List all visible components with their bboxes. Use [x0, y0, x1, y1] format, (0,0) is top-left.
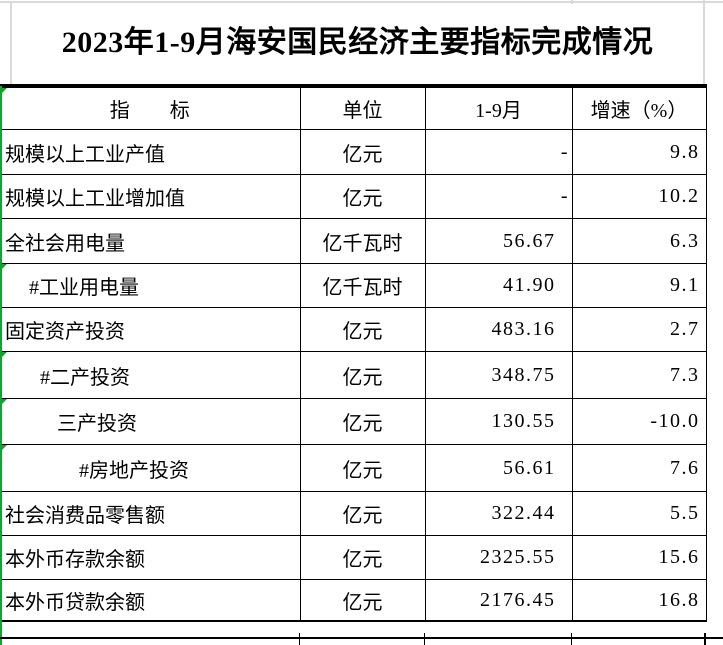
unit-cell[interactable]: 亿元: [299, 129, 426, 175]
indicator-cell[interactable]: 规模以上工业产值: [0, 129, 301, 175]
growth-cell[interactable]: 5.5: [571, 491, 707, 536]
value-cell[interactable]: 2325.55: [424, 535, 573, 580]
unit-cell[interactable]: 亿元: [299, 491, 426, 536]
value-cell[interactable]: -: [424, 174, 573, 219]
growth-cell[interactable]: 2.7: [571, 307, 707, 352]
growth-cell[interactable]: -10.0: [571, 398, 707, 445]
indicator-cell[interactable]: 本外币贷款余额: [0, 579, 301, 622]
table-row: 全社会用电量 亿千瓦时 56.67 6.3: [0, 218, 707, 264]
column-gridline-stub: [298, 633, 300, 645]
header-unit-cell[interactable]: 单位: [299, 84, 426, 130]
growth-cell[interactable]: 6.3: [571, 218, 707, 264]
top-gridline: [0, 1, 723, 3]
growth-cell[interactable]: 15.6: [571, 535, 707, 580]
growth-cell[interactable]: 10.2: [571, 174, 707, 219]
header-period-cell[interactable]: 1-9月: [424, 84, 573, 130]
growth-cell[interactable]: 9.8: [571, 129, 707, 175]
header-indicator-label: 指 标: [109, 100, 190, 122]
column-gridline-stub: [570, 633, 572, 645]
growth-cell[interactable]: 7.6: [571, 444, 707, 492]
unit-cell[interactable]: 亿元: [299, 351, 426, 399]
header-row: 指 标 单位 1-9月 增速（%）: [0, 84, 707, 130]
unit-cell[interactable]: 亿元: [299, 307, 426, 352]
unit-cell[interactable]: 亿元: [299, 398, 426, 445]
table-row: 规模以上工业增加值 亿元 - 10.2: [0, 174, 707, 219]
value-cell[interactable]: 483.16: [424, 307, 573, 352]
indicator-cell[interactable]: 本外币存款余额: [0, 535, 301, 580]
value-cell[interactable]: -: [424, 129, 573, 175]
growth-cell[interactable]: 9.1: [571, 263, 707, 308]
indicator-cell[interactable]: #房地产投资: [0, 444, 301, 492]
value-cell[interactable]: 41.90: [424, 263, 573, 308]
indicators-table: 指 标 单位 1-9月 增速（%） 规模以上工业产值 亿元 - 9.8 规模以上…: [0, 84, 707, 622]
table-row: #二产投资 亿元 348.75 7.3: [0, 351, 707, 399]
table-row: 本外币存款余额 亿元 2325.55 15.6: [0, 535, 707, 580]
table-row: 规模以上工业产值 亿元 - 9.8: [0, 129, 707, 175]
indicator-cell[interactable]: 固定资产投资: [0, 307, 301, 352]
value-cell[interactable]: 56.67: [424, 218, 573, 264]
indicator-label: #二产投资: [40, 366, 130, 389]
value-cell[interactable]: 2176.45: [424, 579, 573, 622]
indicator-cell[interactable]: #二产投资: [0, 351, 301, 399]
value-cell[interactable]: 130.55: [424, 398, 573, 445]
value-cell[interactable]: 322.44: [424, 491, 573, 536]
column-gridline-stub: [423, 633, 425, 645]
indicator-label: 三产投资: [57, 413, 137, 435]
value-cell[interactable]: 348.75: [424, 351, 573, 399]
unit-cell[interactable]: 亿千瓦时: [299, 263, 426, 308]
unit-cell[interactable]: 亿元: [299, 444, 426, 492]
value-cell[interactable]: 56.61: [424, 444, 573, 492]
bottom-gridline: [0, 637, 723, 639]
indicator-cell[interactable]: #工业用电量: [0, 263, 301, 308]
header-growth-cell[interactable]: 增速（%）: [571, 84, 707, 130]
indicator-cell[interactable]: 全社会用电量: [0, 218, 301, 264]
indicator-cell[interactable]: 规模以上工业增加值: [0, 174, 301, 219]
indicator-cell[interactable]: 社会消费品零售额: [0, 491, 301, 536]
table-row: 三产投资 亿元 130.55 -10.0: [0, 398, 707, 445]
top-gridline-tick: [571, 0, 573, 4]
column-gridline-stub: [704, 633, 706, 645]
title-cell-right-gridline: [703, 0, 705, 84]
table-row: #工业用电量 亿千瓦时 41.90 9.1: [0, 263, 707, 308]
table-row: 固定资产投资 亿元 483.16 2.7: [0, 307, 707, 352]
unit-cell[interactable]: 亿元: [299, 579, 426, 622]
header-indicator-cell[interactable]: 指 标: [0, 84, 301, 130]
table-row: 社会消费品零售额 亿元 322.44 5.5: [0, 491, 707, 536]
table-row: 本外币贷款余额 亿元 2176.45 16.8: [0, 579, 707, 622]
table-title[interactable]: 2023年1-9月海安国民经济主要指标完成情况: [61, 26, 654, 59]
title-cell-left-gridline: [10, 2, 12, 84]
unit-cell[interactable]: 亿千瓦时: [299, 218, 426, 264]
growth-cell[interactable]: 16.8: [571, 579, 707, 622]
indicator-label: #工业用电量: [29, 277, 139, 299]
unit-cell[interactable]: 亿元: [299, 174, 426, 219]
growth-cell[interactable]: 7.3: [571, 351, 707, 399]
indicator-cell[interactable]: 三产投资: [0, 398, 301, 445]
indicator-label: #房地产投资: [79, 459, 189, 482]
table-row: #房地产投资 亿元 56.61 7.6: [0, 444, 707, 492]
unit-cell[interactable]: 亿元: [299, 535, 426, 580]
selection-edge: [0, 86, 2, 645]
